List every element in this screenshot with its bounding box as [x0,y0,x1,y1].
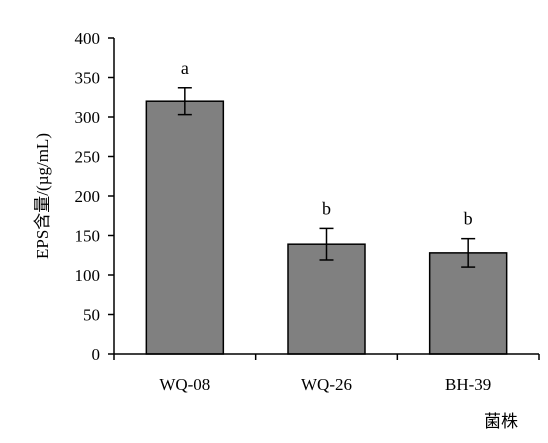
bar [145,100,225,355]
significance-labels-group: a b b [181,58,473,229]
bar [428,252,508,355]
y-axis: 0 50 100 150 200 250 300 350 400 [75,29,115,364]
bars-group [145,100,508,355]
y-tick-label: 150 [75,227,101,246]
y-axis-title: EPS含量/(µg/mL) [33,133,52,259]
significance-label: b [464,209,473,229]
error-bars-group [177,87,476,268]
x-tick-label: BH-39 [445,375,491,394]
y-tick-label: 300 [75,108,101,127]
y-tick-label: 400 [75,29,101,48]
x-axis: WQ-08 WQ-26 BH-39 [113,353,540,394]
y-tick-label: 200 [75,187,101,206]
y-tick-label: 100 [75,266,101,285]
y-tick-label: 350 [75,69,101,88]
y-tick-label: 50 [83,306,100,325]
significance-label: b [322,198,331,218]
x-tick-label: WQ-08 [159,375,210,394]
x-axis-title: 菌株 [484,412,518,431]
error-bar [319,227,334,261]
y-tick-label: 0 [92,345,101,364]
x-tick-label: WQ-26 [301,375,352,394]
error-bar [461,237,476,268]
significance-label: a [181,58,189,78]
error-bar [177,87,192,116]
bar [287,243,366,355]
y-tick-label: 250 [75,148,101,167]
